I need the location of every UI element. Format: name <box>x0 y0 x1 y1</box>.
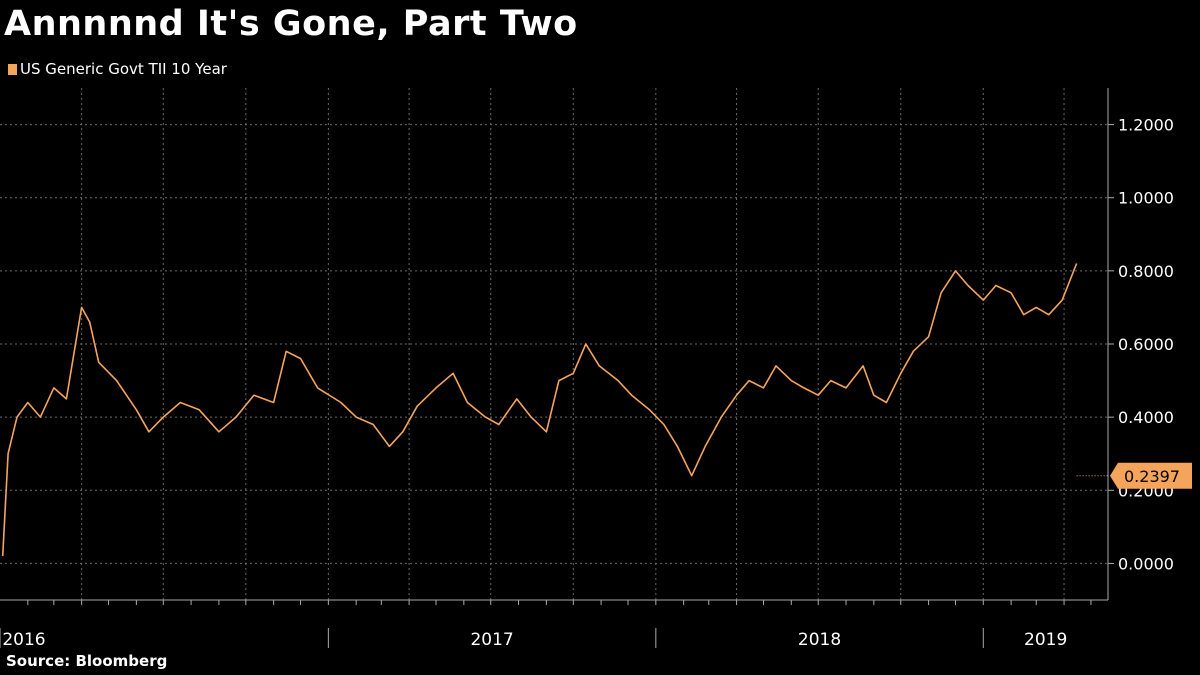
y-tick-label: 0.8000 <box>1118 262 1174 281</box>
chart-title: Annnnnd It's Gone, Part Two <box>4 4 578 44</box>
legend-label: US Generic Govt TII 10 Year <box>20 60 227 78</box>
source-note: Source: Bloomberg <box>6 652 168 670</box>
x-tick-label: 2016 <box>2 630 45 650</box>
series-line <box>1 263 1078 557</box>
x-tick-label: 2019 <box>1024 630 1067 650</box>
x-tick-label: 2017 <box>470 630 513 650</box>
legend: US Generic Govt TII 10 Year <box>8 60 227 78</box>
y-tick-label: 0.0000 <box>1118 554 1174 573</box>
x-tick-label: 2018 <box>798 630 841 650</box>
y-tick-label: 1.0000 <box>1118 189 1174 208</box>
y-tick-label: 0.4000 <box>1118 408 1174 427</box>
y-tick-label: 0.6000 <box>1118 335 1174 354</box>
y-tick-label: 1.2000 <box>1118 116 1174 135</box>
last-value-badge <box>1110 462 1192 489</box>
last-value-label: 0.2397 <box>1124 467 1180 486</box>
legend-swatch <box>8 64 17 75</box>
